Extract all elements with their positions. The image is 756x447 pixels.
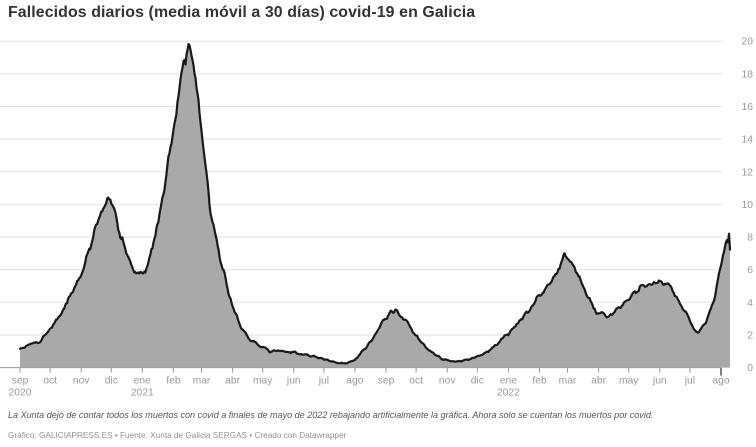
svg-text:2022: 2022 bbox=[497, 388, 520, 399]
svg-text:2: 2 bbox=[747, 331, 753, 342]
svg-text:12: 12 bbox=[742, 167, 754, 178]
svg-text:may: may bbox=[253, 376, 273, 387]
svg-text:mar: mar bbox=[193, 376, 211, 387]
svg-text:0: 0 bbox=[747, 363, 753, 374]
svg-text:ago: ago bbox=[712, 376, 729, 387]
svg-text:jun: jun bbox=[652, 376, 667, 387]
svg-text:ene: ene bbox=[500, 376, 517, 387]
svg-text:dic: dic bbox=[105, 376, 118, 387]
svg-text:18: 18 bbox=[742, 69, 754, 80]
svg-text:feb: feb bbox=[532, 376, 547, 387]
svg-text:jun: jun bbox=[286, 376, 301, 387]
svg-text:4: 4 bbox=[747, 298, 753, 309]
svg-text:nov: nov bbox=[73, 376, 90, 387]
svg-text:dic: dic bbox=[471, 376, 484, 387]
svg-text:2020: 2020 bbox=[9, 388, 32, 399]
svg-text:jul: jul bbox=[318, 376, 329, 387]
svg-text:mar: mar bbox=[559, 376, 577, 387]
svg-text:ago: ago bbox=[346, 376, 363, 387]
svg-text:sep: sep bbox=[12, 376, 29, 387]
svg-text:abr: abr bbox=[225, 376, 240, 387]
svg-text:8: 8 bbox=[747, 233, 753, 244]
svg-text:oct: oct bbox=[409, 376, 423, 387]
svg-text:may: may bbox=[619, 376, 639, 387]
svg-text:feb: feb bbox=[166, 376, 181, 387]
svg-text:6: 6 bbox=[747, 265, 753, 276]
svg-text:abr: abr bbox=[591, 376, 606, 387]
svg-text:14: 14 bbox=[742, 135, 754, 146]
svg-text:2021: 2021 bbox=[131, 388, 154, 399]
svg-text:oct: oct bbox=[43, 376, 57, 387]
svg-text:jul: jul bbox=[684, 376, 695, 387]
svg-text:sep: sep bbox=[378, 376, 395, 387]
svg-text:nov: nov bbox=[439, 376, 456, 387]
svg-text:16: 16 bbox=[742, 102, 754, 113]
svg-text:20: 20 bbox=[742, 37, 754, 48]
svg-text:10: 10 bbox=[742, 200, 754, 211]
svg-text:ene: ene bbox=[134, 376, 151, 387]
